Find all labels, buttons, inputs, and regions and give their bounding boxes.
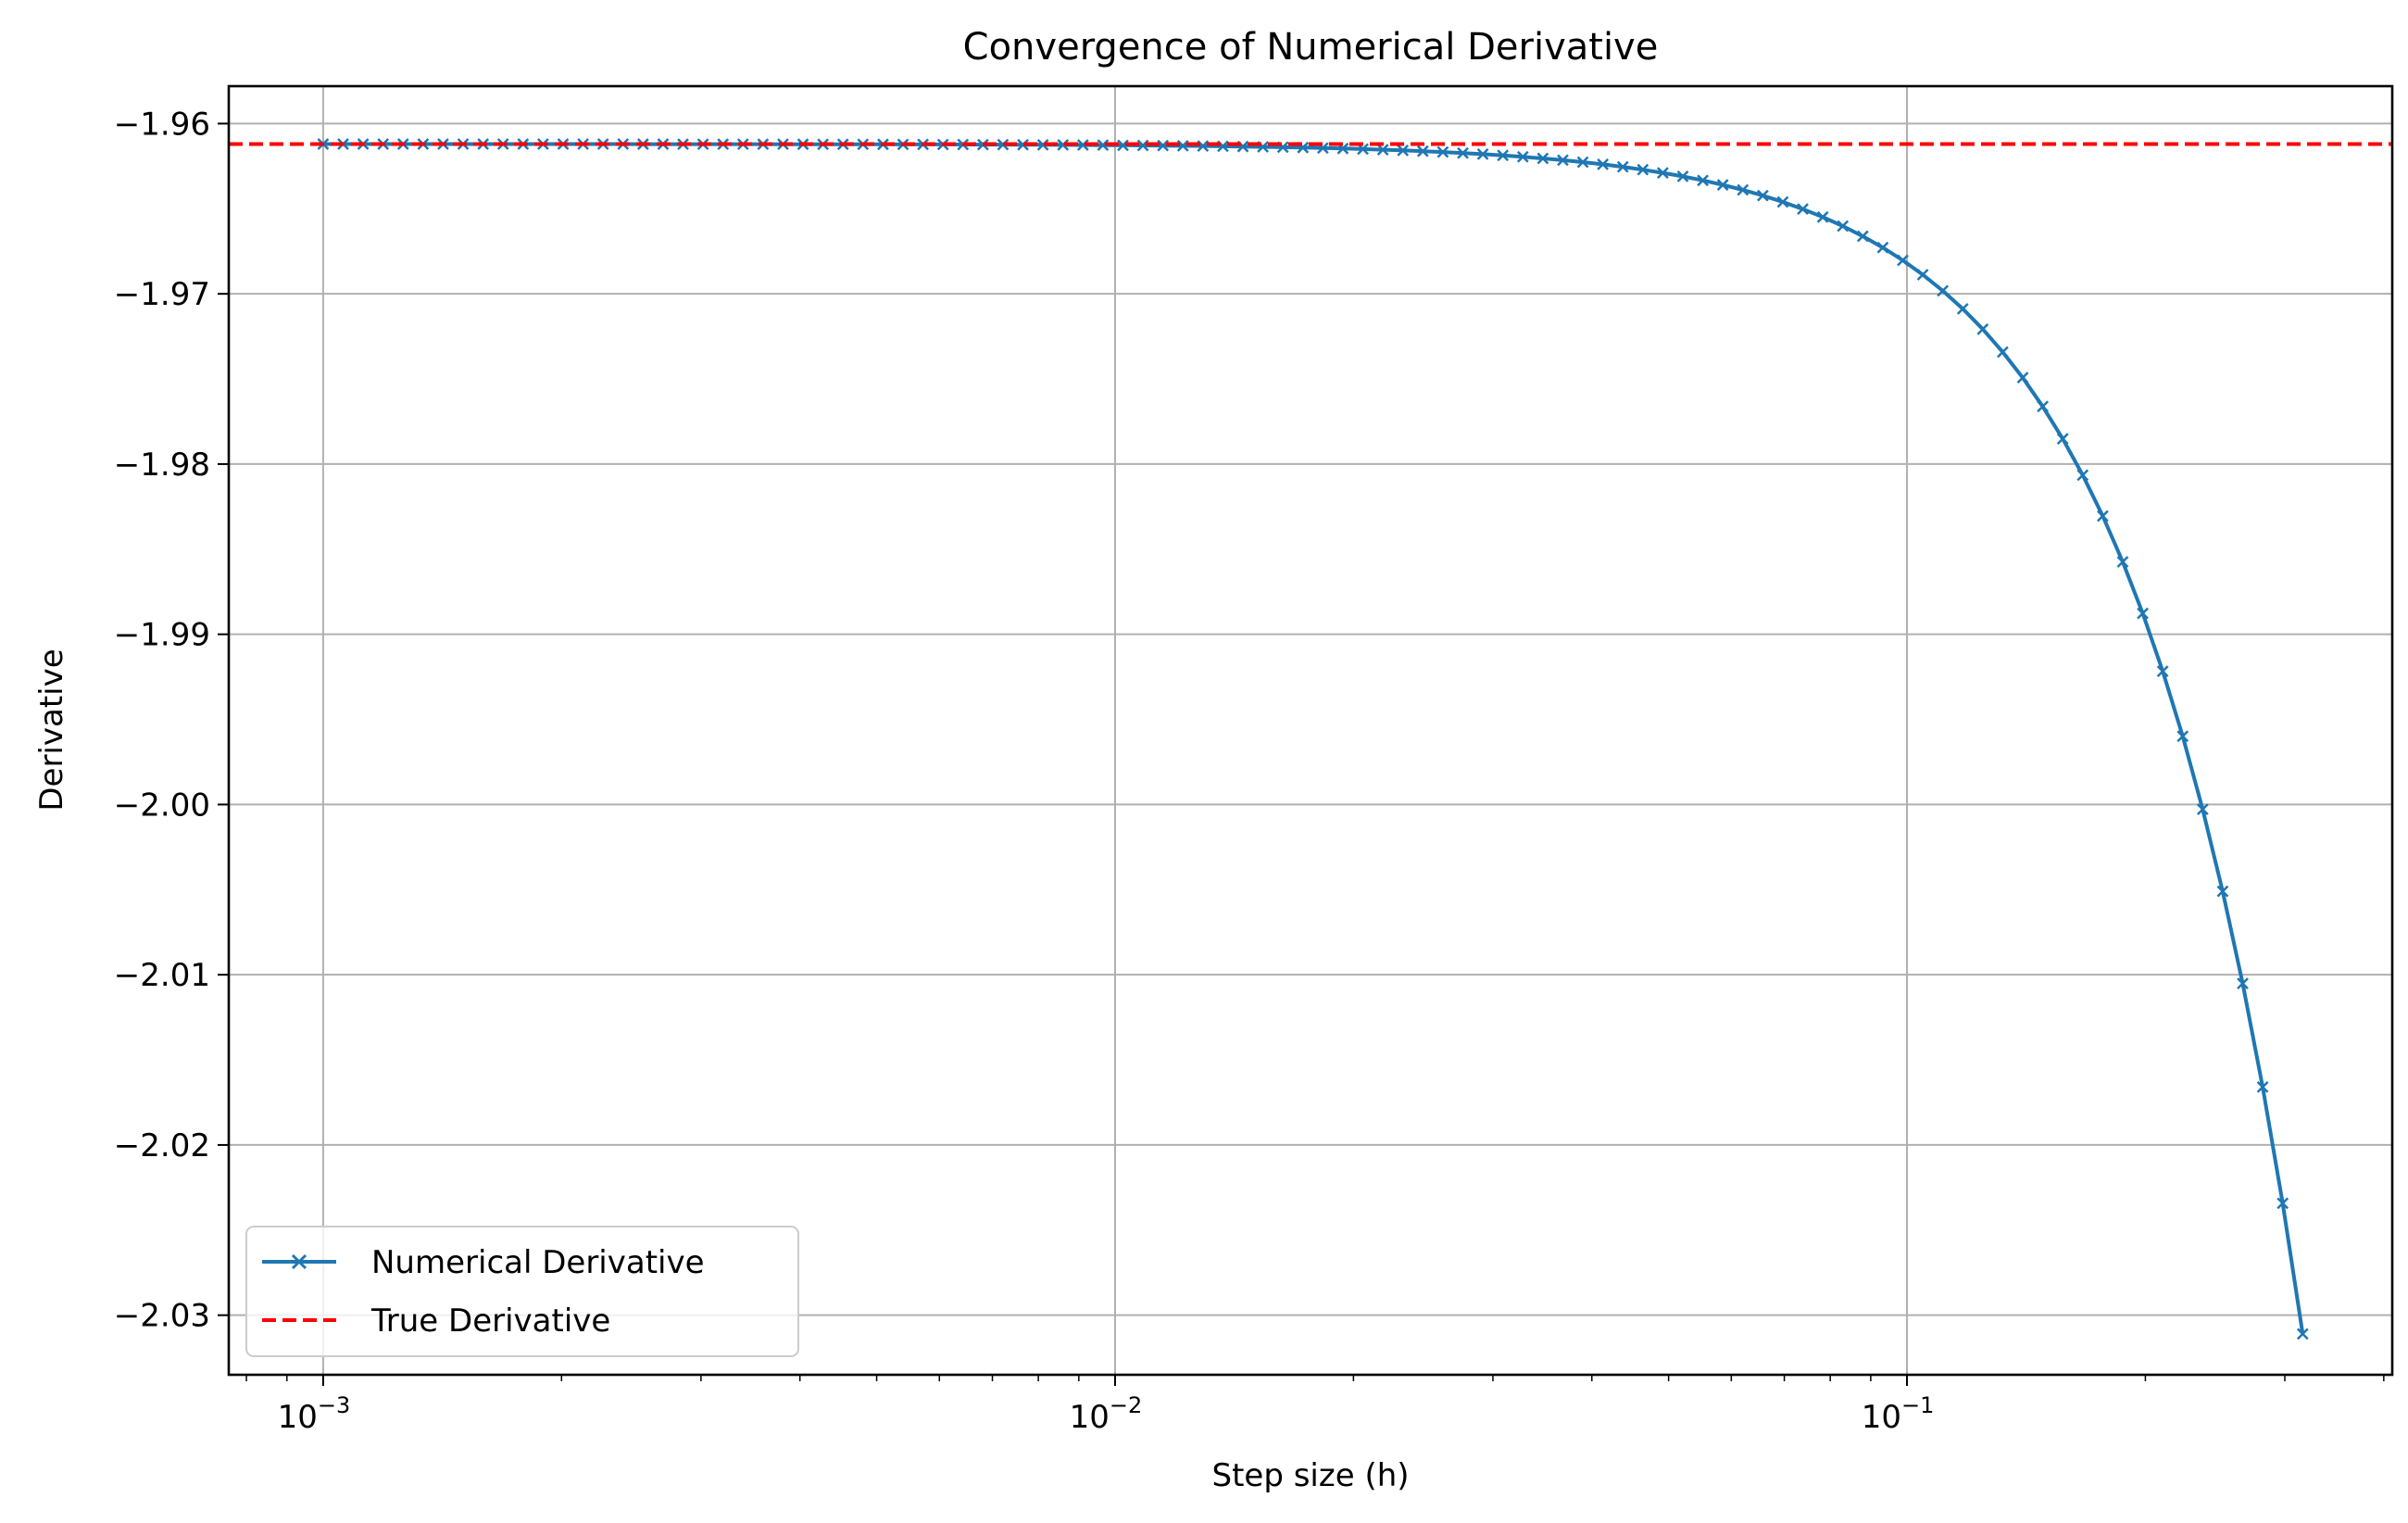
numerical-derivative-point — [1457, 146, 1469, 159]
plot-data — [229, 138, 2392, 1340]
numerical-derivative-point — [1117, 139, 1129, 152]
numerical-derivative-point — [1916, 269, 1929, 281]
numerical-derivative-point — [1657, 167, 1669, 179]
numerical-derivative-point — [1737, 183, 1750, 196]
numerical-derivative-point — [2176, 730, 2189, 743]
legend: Numerical Derivative True Derivative — [245, 1226, 799, 1357]
numerical-derivative-point — [2196, 803, 2209, 816]
y-tick-label: −2.01 — [114, 957, 210, 994]
numerical-derivative-point — [2296, 1328, 2309, 1340]
numerical-derivative-point — [1136, 139, 1149, 152]
numerical-derivative-point — [1376, 144, 1389, 156]
numerical-derivative-point — [2156, 665, 2169, 677]
x-tick-label: 10−3 — [278, 1392, 351, 1436]
numerical-derivative-point — [2276, 1197, 2289, 1210]
legend-label-numerical: Numerical Derivative — [371, 1244, 705, 1281]
numerical-derivative-point — [1716, 179, 1729, 191]
numerical-derivative-point — [2216, 885, 2229, 898]
y-tick-label: −2.02 — [114, 1127, 210, 1164]
numerical-derivative-point — [1536, 152, 1549, 165]
numerical-derivative-point — [1436, 145, 1449, 158]
x-axis-label: Step size (h) — [1211, 1457, 1409, 1494]
legend-box — [245, 1226, 799, 1357]
numerical-derivative-point — [2237, 977, 2249, 990]
numerical-derivative-point — [2137, 607, 2149, 620]
numerical-derivative-line — [322, 142, 2305, 1335]
numerical-derivative-point — [2097, 510, 2109, 522]
numerical-derivative-point — [997, 138, 1010, 151]
numerical-derivative-point — [1597, 158, 1610, 170]
numerical-derivative-point — [1876, 241, 1889, 254]
numerical-derivative-point — [2076, 469, 2089, 482]
numerical-derivative-point — [2256, 1080, 2269, 1093]
x-tick-label: 10−2 — [1070, 1392, 1143, 1436]
numerical-derivative-point — [1697, 174, 1709, 187]
plot-frame — [227, 84, 2394, 1377]
numerical-derivative-point — [1497, 149, 1510, 162]
numerical-derivative-point — [2116, 556, 2129, 568]
numerical-derivative-point — [2037, 400, 2050, 413]
y-tick-label: −1.97 — [114, 276, 210, 313]
legend-label-true: True Derivative — [370, 1303, 610, 1340]
y-tick-label: −2.00 — [114, 787, 210, 824]
numerical-derivative-point — [1816, 210, 1829, 223]
numerical-derivative-point — [1057, 139, 1070, 151]
chart-title: Convergence of Numerical Derivative — [963, 26, 1659, 69]
legend-marker-numerical — [291, 1253, 307, 1270]
numerical-derivative-point — [1776, 195, 1789, 208]
numerical-derivative-point — [1937, 284, 1950, 297]
y-tick-label: −2.03 — [114, 1298, 210, 1335]
y-tick-label: −1.99 — [114, 617, 210, 654]
numerical-derivative-point — [1997, 346, 2009, 359]
numerical-derivative-point — [1576, 156, 1589, 169]
numerical-derivative-point — [1756, 189, 1769, 202]
numerical-derivative-point — [2016, 371, 2029, 384]
numerical-derivative-point — [1416, 145, 1429, 157]
numerical-derivative-point — [1616, 160, 1629, 173]
y-axis-label: Derivative — [33, 648, 70, 811]
numerical-derivative-point — [1476, 148, 1489, 160]
numerical-derivative-point — [1897, 254, 1909, 267]
numerical-derivative-point — [1976, 322, 1989, 335]
numerical-derivative-point — [1036, 138, 1049, 151]
axis-ticks: −1.96 −1.97 −1.98 −1.99 −2.00 −2.01 −2.02 −2.03… — [114, 106, 2385, 1436]
numerical-derivative-point — [1856, 230, 1869, 243]
numerical-derivative-point — [1637, 163, 1649, 176]
numerical-derivative-point — [1837, 220, 1850, 233]
numerical-derivative-point — [1397, 144, 1410, 157]
numerical-derivative-point — [1797, 203, 1809, 216]
numerical-derivative-point — [1516, 150, 1529, 163]
numerical-derivative-point — [1557, 154, 1569, 167]
y-tick-label: −1.98 — [114, 447, 210, 484]
numerical-derivative-point — [1097, 139, 1110, 152]
numerical-derivative-point — [1956, 303, 1969, 315]
numerical-derivative-point — [1676, 170, 1689, 183]
numerical-derivative-point — [1076, 139, 1089, 151]
numerical-derivative-point — [2056, 433, 2069, 446]
y-tick-label: −1.96 — [114, 106, 210, 143]
numerical-derivative-point — [1017, 138, 1029, 151]
x-tick-label: 10−1 — [1862, 1392, 1935, 1436]
